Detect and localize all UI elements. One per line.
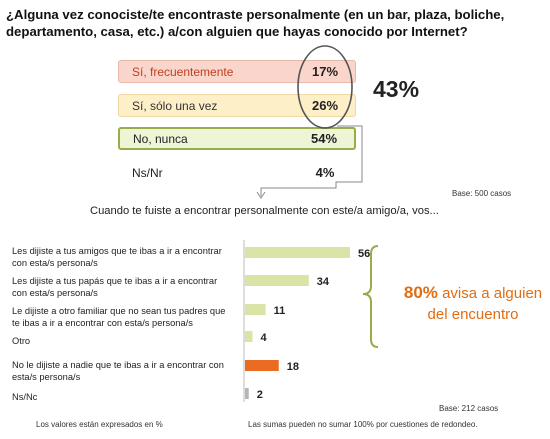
callout-percent: 80% — [403, 283, 438, 302]
bar — [245, 331, 253, 342]
base-note-1: Base: 500 casos — [452, 189, 512, 198]
option-value: 54% — [310, 131, 338, 146]
callout-line1: avisa a alguien — [442, 285, 543, 302]
bar-value-label: 4 — [261, 332, 268, 344]
question2-title: Cuando te fuiste a encontrar personalmen… — [90, 205, 439, 217]
bar — [245, 275, 309, 286]
category-label: No le dijiste a nadie que te ibas a ir a… — [12, 360, 224, 382]
footer-note-left: Los valores están expresados en % — [36, 420, 163, 429]
category-label: Le dijiste a otro familiar que no sean t… — [12, 306, 226, 328]
option-once: Sí, sólo una vez 26% — [118, 94, 356, 117]
connector-arrow-icon — [256, 191, 266, 199]
category-label: Otro — [12, 336, 31, 346]
highlight-ellipse — [297, 45, 353, 129]
bar-value-label: 2 — [257, 389, 263, 401]
bar — [245, 247, 350, 258]
bar-value-label: 11 — [274, 305, 286, 317]
bracket — [362, 245, 379, 348]
bar — [245, 360, 279, 371]
question1-title: ¿Alguna vez conociste/te encontraste per… — [6, 7, 505, 39]
bar — [245, 304, 266, 315]
callout-line2: del encuentro — [427, 306, 519, 323]
option-label: Sí, frecuentemente — [132, 64, 234, 79]
option-never: No, nunca 54% — [118, 127, 356, 150]
bar — [245, 388, 249, 399]
option-value: 26% — [311, 98, 339, 113]
bar-value-label: 56 — [358, 248, 370, 260]
option-frequently: Sí, frecuentemente 17% — [118, 60, 356, 83]
sum-value: 43% — [373, 76, 420, 102]
base-note-2: Base: 212 casos — [439, 404, 499, 413]
option-label: Ns/Nr — [132, 165, 163, 180]
callout-text: 80% avisa a alguien del encuentro — [396, 282, 550, 325]
option-label: No, nunca — [133, 131, 188, 146]
category-label: Les dijiste a tus amigos que te ibas a i… — [12, 246, 222, 268]
category-label: Les dijiste a tus papás que te ibas a ir… — [12, 276, 218, 298]
connector-line — [260, 125, 363, 196]
bar-value-label: 34 — [317, 276, 330, 288]
option-value: 4% — [315, 165, 335, 180]
option-value: 17% — [311, 64, 339, 79]
bar-value-label: 18 — [287, 361, 299, 373]
footer-note-right: Las sumas pueden no sumar 100% por cuest… — [248, 420, 478, 429]
option-label: Sí, sólo una vez — [132, 98, 218, 113]
category-label: Ns/Nc — [12, 392, 38, 402]
option-nsnr: Ns/Nr 4% — [118, 161, 356, 184]
